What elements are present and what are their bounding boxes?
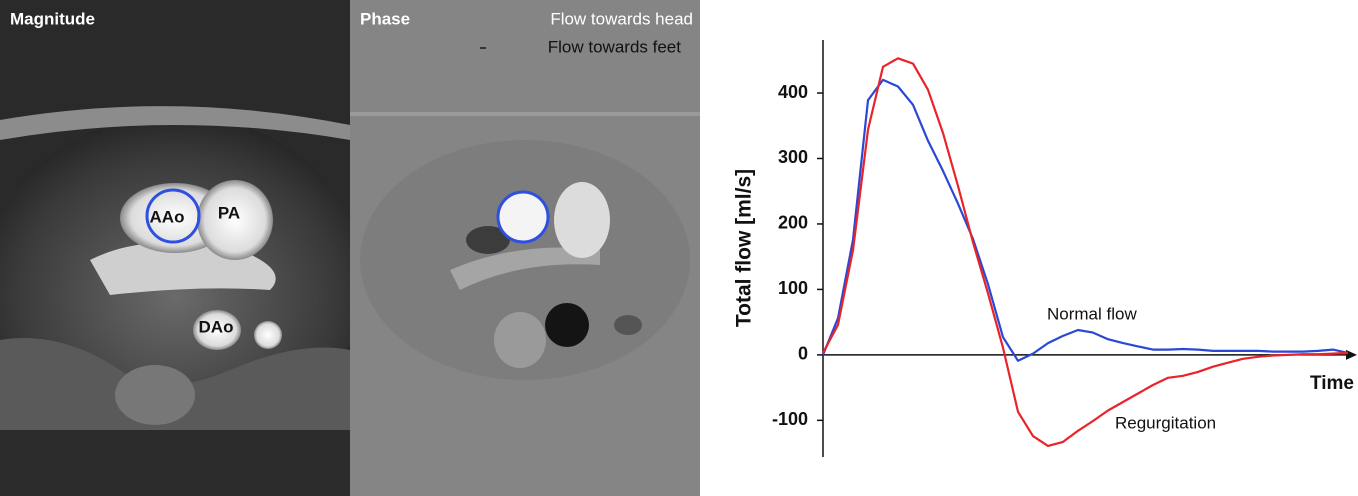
x-axis-arrow	[1346, 349, 1357, 360]
flow-chart: Total flow [ml/s] Time Normal flow Regur…	[733, 40, 1357, 457]
image-title: Magnitude	[10, 9, 95, 28]
y-axis-label: Total flow [ml/s]	[733, 169, 756, 327]
annotation: Normal flow	[1047, 304, 1137, 323]
annotation: Regurgitation	[1115, 413, 1216, 432]
vessel-label: AAo	[150, 207, 185, 226]
y-tick-label: 100	[778, 278, 808, 298]
vessel-label: PA	[218, 203, 240, 222]
y-tick-label: 200	[778, 213, 808, 233]
y-tick-label: 0	[798, 344, 808, 364]
y-tick-label: 300	[778, 147, 808, 167]
magnitude-image: Magnitude AAo PA DAo	[0, 0, 365, 496]
image-title: Phase	[360, 9, 410, 28]
flow-line	[822, 57, 1349, 447]
vessel-label: DAo	[199, 317, 234, 336]
y-tick-label: 400	[778, 82, 808, 102]
legend-text: Flow towards feet	[548, 37, 681, 56]
y-tick-label: -100	[772, 409, 808, 429]
x-axis-label: Time	[1310, 373, 1354, 394]
phase-image: Phase Flow towards head Flow towards fee…	[350, 0, 700, 496]
flow-line	[821, 78, 1349, 362]
legend-text: Flow towards head	[550, 9, 693, 28]
